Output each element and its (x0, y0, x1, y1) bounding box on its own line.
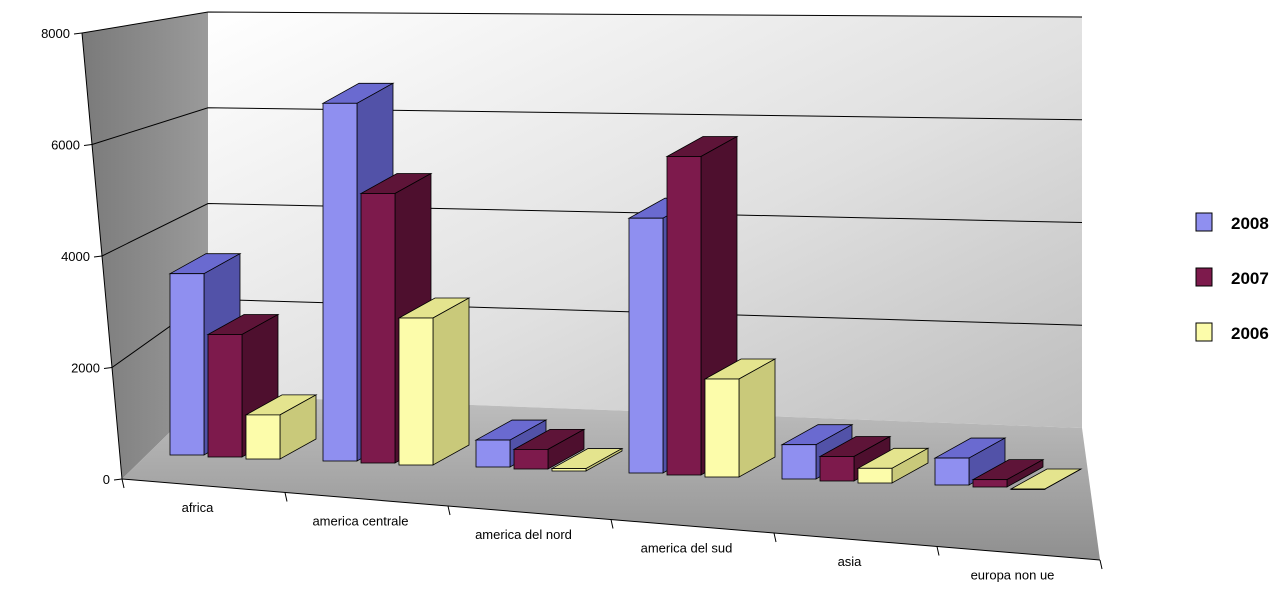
x-category-label: africa (182, 500, 215, 515)
bar-front-face (819, 456, 855, 482)
bar-front-face (513, 448, 549, 470)
y-tick-label: 6000 (51, 138, 80, 153)
x-tick (610, 519, 614, 529)
legend-swatch (1195, 212, 1213, 232)
y-tick (73, 32, 83, 35)
x-category-label: america del sud (641, 540, 733, 555)
x-tick (1099, 559, 1103, 570)
x-tick (773, 532, 777, 543)
legend-label: 2006 (1231, 324, 1269, 343)
x-tick (936, 546, 940, 556)
bar-2006-africa (244, 394, 318, 460)
bar-front-face (934, 457, 970, 486)
bar-side-face (1044, 468, 1082, 490)
y-tick (113, 478, 123, 481)
x-category-label: asia (838, 554, 863, 569)
bar-front-face (704, 378, 740, 478)
gridline (81, 11, 1083, 34)
y-tick (83, 144, 93, 146)
y-tick (103, 367, 113, 369)
bar-front-face (551, 468, 587, 472)
legend-swatch (1195, 322, 1213, 342)
bar-front-face (628, 217, 664, 474)
bar-front-face (972, 479, 1008, 488)
bar-front-face (781, 444, 817, 480)
bar-front-face (207, 334, 243, 458)
bar-side-face (738, 358, 776, 478)
legend: 2008 2007 2006 (1195, 212, 1269, 343)
y-tick-label: 0 (103, 472, 110, 487)
x-category-label: america del nord (475, 527, 572, 542)
bar-front-face (169, 273, 205, 456)
bar-front-face (245, 414, 281, 460)
bar-2006-asia (856, 447, 930, 484)
bar-2007-america-del-nord (512, 428, 586, 470)
bar-front-face (666, 156, 702, 476)
gridline (101, 202, 1083, 257)
y-tick (93, 255, 103, 258)
bar-2007-america-del-sud (665, 135, 739, 476)
bar-2006-europa-non-ue (1009, 468, 1083, 490)
legend-item-2008: 2008 (1195, 212, 1269, 233)
bar-2006-america-del-nord (550, 447, 624, 472)
x-tick (447, 505, 451, 516)
bar-side-face (432, 297, 470, 466)
bar-front-face (322, 102, 358, 462)
bar-front-face (398, 317, 434, 466)
legend-label: 2007 (1231, 269, 1269, 288)
legend-label: 2008 (1231, 214, 1269, 233)
bar-front-face (857, 467, 893, 484)
y-tick-label: 8000 (41, 26, 70, 41)
x-axis-labels: africa america centrale america del nord am… (121, 478, 1103, 582)
x-tick (121, 478, 125, 489)
gridline (91, 107, 1083, 145)
y-tick-label: 4000 (61, 249, 90, 264)
bars (168, 82, 1083, 490)
x-category-label: europa non ue (971, 567, 1055, 582)
x-category-label: america centrale (312, 513, 408, 528)
bar-2007-asia (818, 435, 892, 482)
bar-front-face (475, 439, 511, 468)
legend-item-2006: 2006 (1195, 322, 1269, 343)
bar-2007-europa-non-ue (971, 458, 1045, 488)
legend-item-2007: 2007 (1195, 267, 1269, 288)
legend-swatch (1195, 267, 1213, 287)
bar-2006-america-centrale (397, 297, 471, 466)
y-tick-label: 2000 (71, 361, 100, 376)
bar-front-face (1010, 488, 1046, 490)
bar-2008-europa-non-ue (933, 437, 1007, 486)
x-tick (284, 492, 288, 502)
y-axis: 0 2000 4000 6000 8000 (41, 26, 123, 487)
bar-2006-america-del-sud (703, 358, 777, 478)
bar-front-face (360, 193, 396, 464)
